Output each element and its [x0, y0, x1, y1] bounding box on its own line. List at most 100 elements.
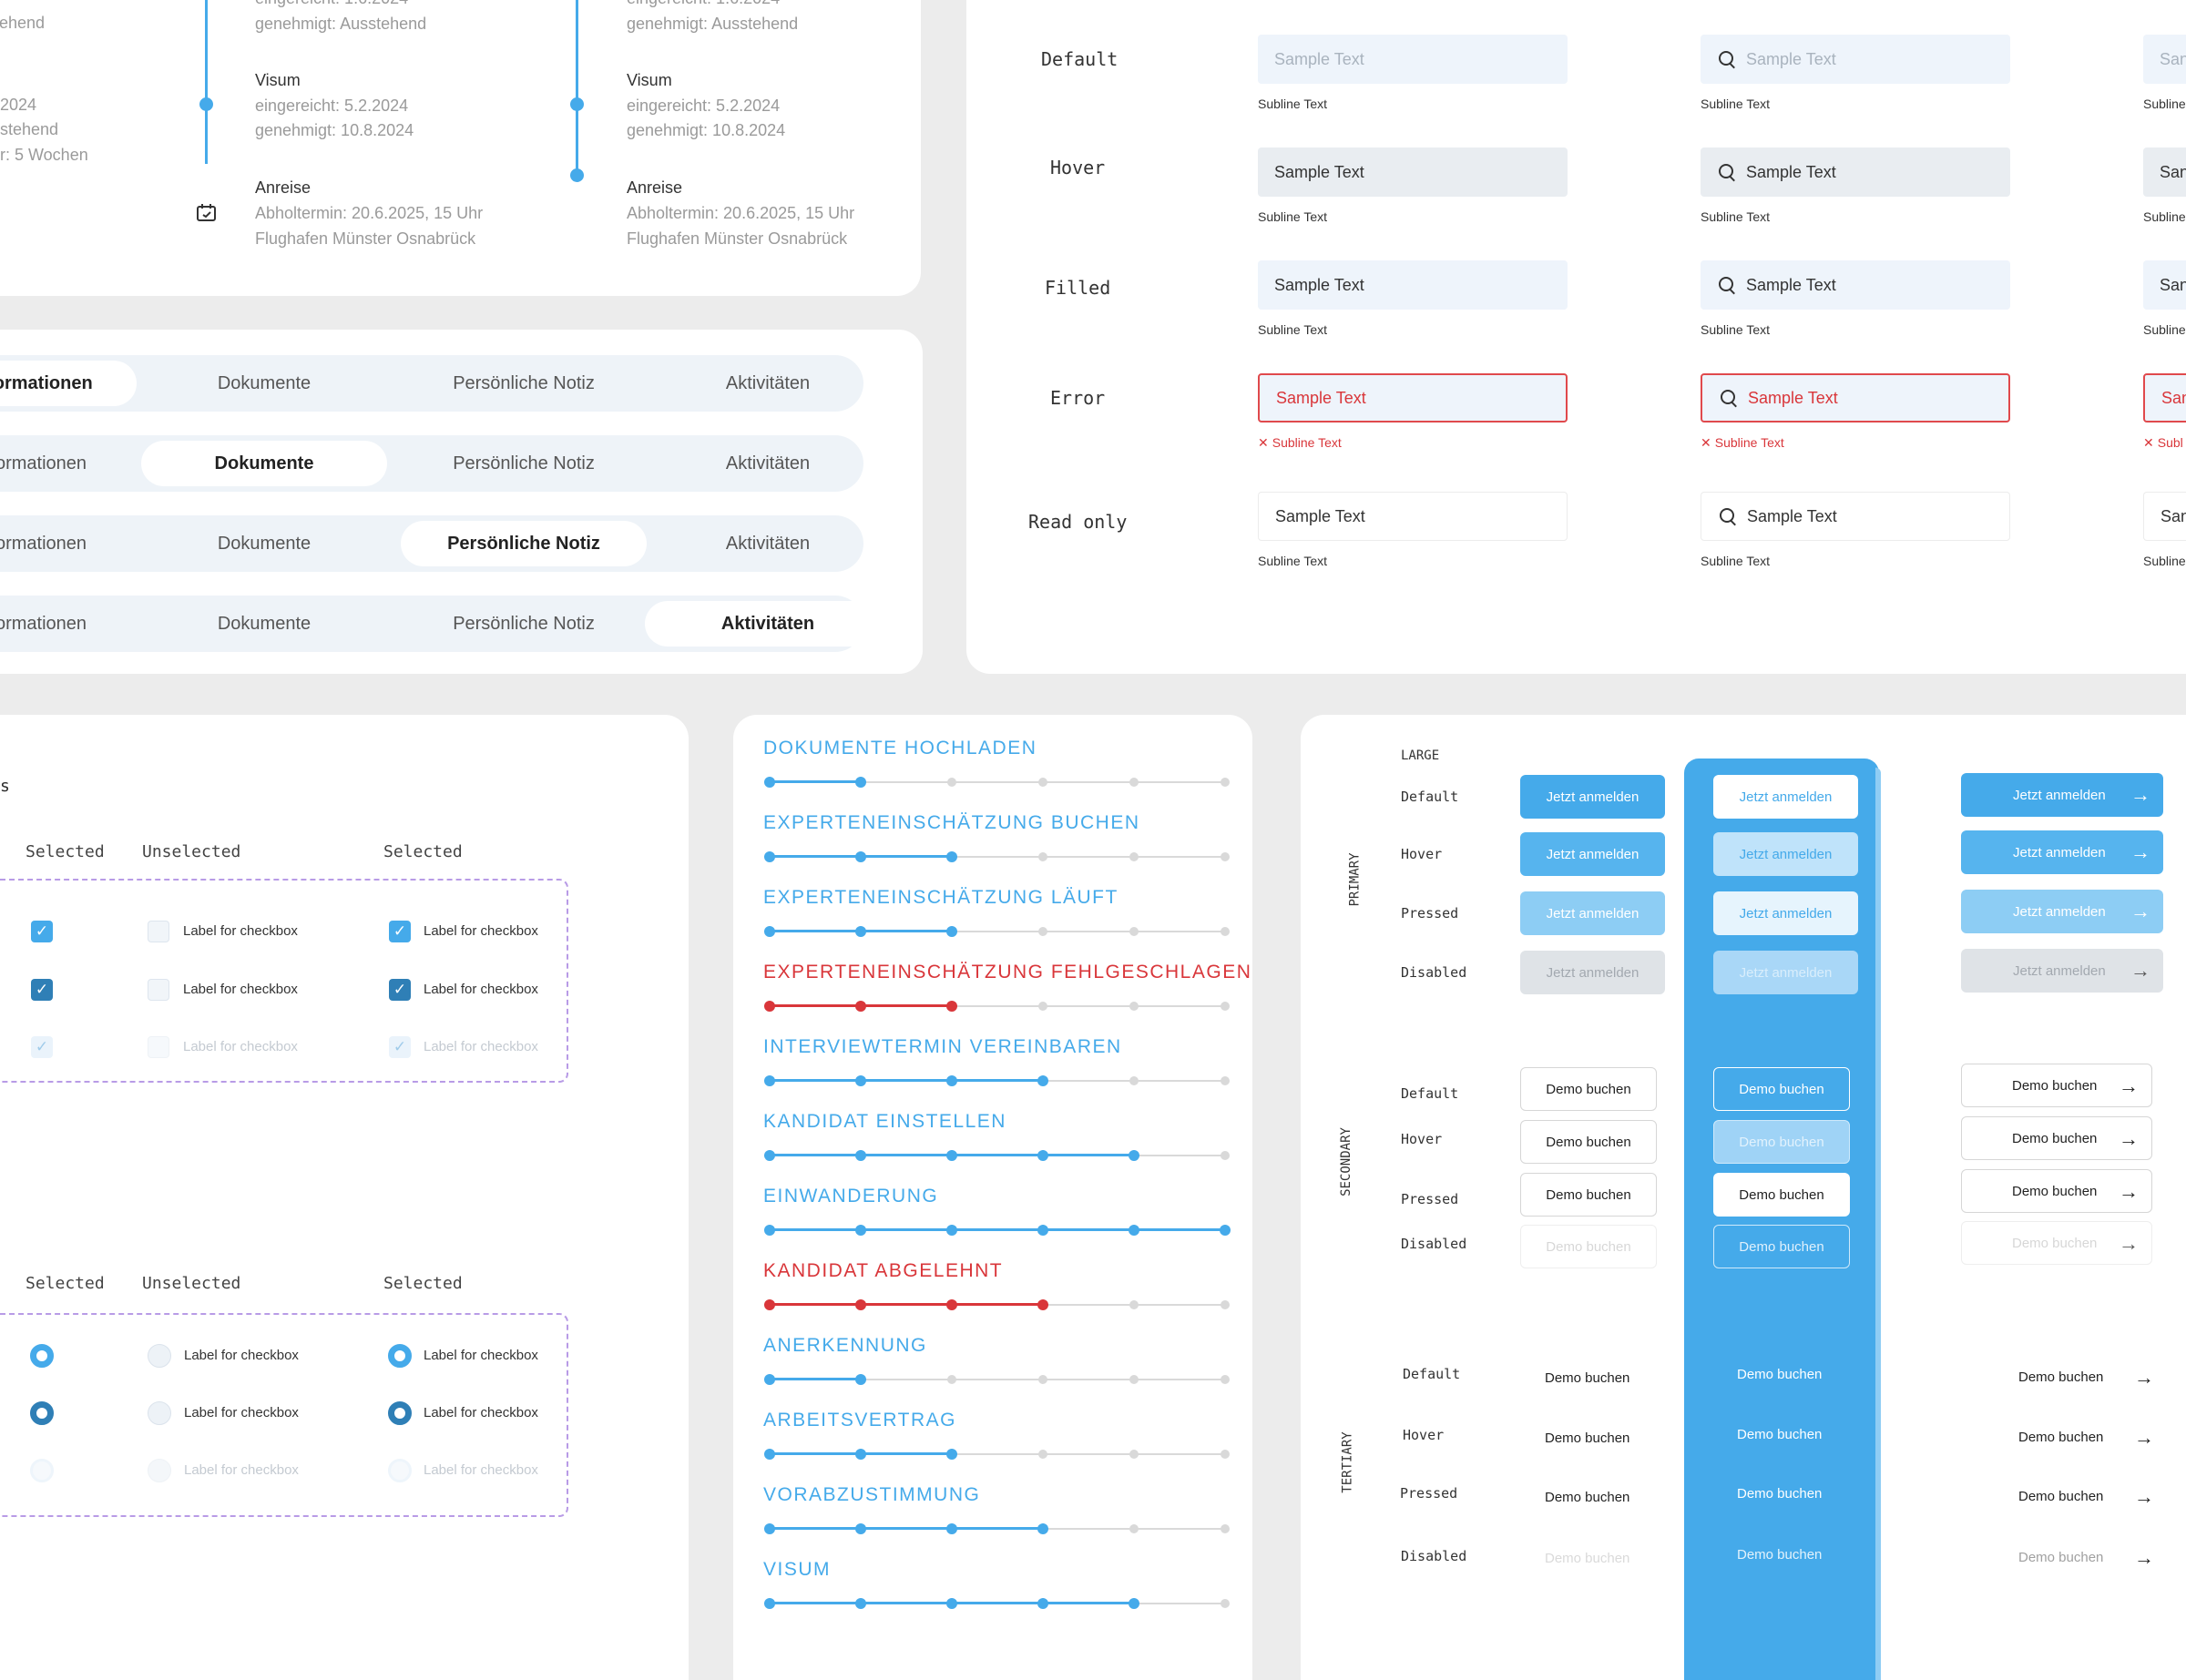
state-label: Pressed — [1401, 1191, 1459, 1207]
tab-item[interactable]: Aktivitäten — [645, 601, 891, 647]
checkbox-unchecked[interactable] — [148, 979, 169, 1001]
radio-label: Label for checkbox — [184, 1348, 299, 1363]
secondary-button[interactable]: Demo buchen — [1520, 1173, 1657, 1217]
secondary-button-inverted[interactable]: Demo buchen — [1713, 1120, 1850, 1164]
primary-button[interactable]: Jetzt anmelden — [1520, 891, 1665, 935]
progress-track — [770, 856, 1225, 858]
primary-button-inverted[interactable]: Jetzt anmelden — [1713, 891, 1858, 935]
tertiary-button-with-arrow[interactable]: Demo buchen — [2018, 1430, 2104, 1445]
secondary-button-inverted[interactable]: Demo buchen — [1713, 1067, 1850, 1111]
primary-button-inverted[interactable]: Jetzt anmelden — [1713, 832, 1858, 876]
search-field[interactable]: Sample Text — [1701, 260, 2010, 310]
secondary-button-with-arrow[interactable]: Demo buchen → — [1961, 1169, 2152, 1213]
progress-fill — [770, 1303, 1043, 1306]
tab-item[interactable]: Dokumente — [217, 533, 312, 554]
tab-item[interactable]: che Informationen — [0, 613, 87, 634]
state-label: Default — [1041, 48, 1119, 70]
text-field-partial[interactable]: San — [2143, 260, 2186, 310]
progress-fill — [770, 1228, 1225, 1231]
radio-selected[interactable] — [388, 1344, 412, 1368]
tertiary-button[interactable]: Demo buchen — [1545, 1490, 1630, 1505]
tab-item[interactable]: Dokumente — [217, 372, 312, 393]
search-field[interactable]: Sample Text — [1701, 35, 2010, 84]
tab-item[interactable]: Dokumente — [141, 441, 387, 486]
tab-item[interactable]: Aktivitäten — [725, 372, 811, 393]
arrow-right-icon: → — [2119, 1074, 2139, 1097]
progress-step-dot — [946, 851, 957, 862]
tab-item[interactable]: Persönliche Notiz — [453, 372, 595, 393]
primary-button-with-arrow[interactable]: Jetzt anmelden → — [1961, 773, 2163, 817]
subline: Subline Text — [1258, 209, 1327, 224]
tab-item[interactable]: Persönliche Notiz — [401, 521, 647, 566]
tab-item[interactable]: Aktivitäten — [725, 453, 811, 473]
timeline-arrival-title: Anreise — [627, 178, 683, 197]
tertiary-button[interactable]: Demo buchen — [1545, 1431, 1630, 1446]
text-field[interactable]: Sample Text — [1258, 148, 1568, 197]
checkbox-checked[interactable]: ✓ — [31, 921, 53, 942]
secondary-button-inverted[interactable]: Demo buchen — [1713, 1173, 1850, 1217]
progress-step-dot — [1221, 1151, 1230, 1160]
primary-button-with-arrow[interactable]: Jetzt anmelden → — [1961, 890, 2163, 933]
progress-step-dot — [764, 1075, 775, 1086]
field-value: Sample Text — [1746, 49, 1836, 68]
subline-text: Subline — [2143, 97, 2186, 111]
tertiary-button[interactable]: Demo buchen — [1545, 1370, 1630, 1386]
text-field[interactable]: Sample Text — [1258, 373, 1568, 423]
primary-button-inverted[interactable]: Jetzt anmelden — [1713, 775, 1858, 819]
text-field-partial[interactable]: San — [2143, 373, 2186, 423]
tertiary-button-inverted[interactable]: Demo buchen — [1737, 1486, 1823, 1502]
secondary-button-with-arrow[interactable]: Demo buchen → — [1961, 1064, 2152, 1107]
text-field: Sample Text — [1258, 492, 1568, 541]
state-label: Disabled — [1401, 1236, 1467, 1252]
tab-item[interactable]: Dokumente — [217, 613, 312, 634]
arrow-right-icon: → — [2130, 840, 2150, 863]
tertiary-button-inverted: Demo buchen — [1737, 1547, 1823, 1563]
radio-unselected[interactable] — [148, 1401, 171, 1425]
tertiary-button-with-arrow[interactable]: Demo buchen — [2018, 1489, 2104, 1504]
tab-item[interactable]: Aktivitäten — [725, 533, 811, 554]
radio-selected[interactable] — [388, 1401, 412, 1425]
primary-button-with-arrow[interactable]: Jetzt anmelden → — [1961, 830, 2163, 874]
checkbox-checked[interactable]: ✓ — [31, 979, 53, 1001]
tertiary-button-inverted[interactable]: Demo buchen — [1737, 1367, 1823, 1382]
text-field[interactable]: Sample Text — [1258, 260, 1568, 310]
checkbox-unchecked[interactable] — [148, 921, 169, 942]
tab-item[interactable]: che Informationen — [0, 533, 87, 554]
text-field[interactable]: Sample Text — [1258, 35, 1568, 84]
secondary-button-with-arrow[interactable]: Demo buchen → — [1961, 1116, 2152, 1160]
checkbox-checked[interactable]: ✓ — [389, 979, 411, 1001]
progress-step-dot — [1129, 1300, 1139, 1309]
primary-button[interactable]: Jetzt anmelden — [1520, 832, 1665, 876]
checkbox-checked: ✓ — [389, 1036, 411, 1058]
tab-item[interactable]: Persönliche Notiz — [453, 613, 595, 634]
text-field-partial[interactable]: San — [2143, 148, 2186, 197]
checkbox-checked[interactable]: ✓ — [389, 921, 411, 942]
text-field-partial[interactable]: San — [2143, 35, 2186, 84]
secondary-button[interactable]: Demo buchen — [1520, 1120, 1657, 1164]
progress-step-dot — [1221, 1599, 1230, 1608]
tertiary-button-with-arrow[interactable]: Demo buchen — [2018, 1369, 2104, 1385]
search-field[interactable]: Sample Text — [1701, 148, 2010, 197]
timeline-dot — [570, 97, 584, 111]
state-label: Default — [1401, 789, 1459, 805]
tab-item[interactable]: che Informationen — [0, 361, 137, 406]
progress-step-dot — [1220, 1225, 1231, 1236]
subline: Subline Text — [1701, 554, 1770, 568]
tab-item[interactable]: Persönliche Notiz — [453, 453, 595, 473]
arrow-right-icon: → — [2130, 959, 2150, 982]
progress-step-dot — [1221, 852, 1230, 861]
secondary-button[interactable]: Demo buchen — [1520, 1067, 1657, 1111]
radio-unselected[interactable] — [148, 1344, 171, 1368]
field-value: San — [2161, 388, 2186, 407]
radio-selected[interactable] — [30, 1401, 54, 1425]
tertiary-button-inverted[interactable]: Demo buchen — [1737, 1427, 1823, 1442]
progress-title: EXPERTENEINSCHÄTZUNG LÄUFT — [763, 887, 1119, 908]
search-field[interactable]: Sample Text — [1701, 373, 2010, 423]
radio-selected[interactable] — [30, 1344, 54, 1368]
timeline-visa-sub1: eingereicht: 5.2.2024 — [255, 97, 409, 115]
state-label: Default — [1403, 1366, 1461, 1382]
primary-button[interactable]: Jetzt anmelden — [1520, 775, 1665, 819]
search-icon — [1719, 51, 1735, 67]
tab-item[interactable]: che Informationen — [0, 453, 87, 473]
subline: Subline — [2143, 554, 2186, 568]
